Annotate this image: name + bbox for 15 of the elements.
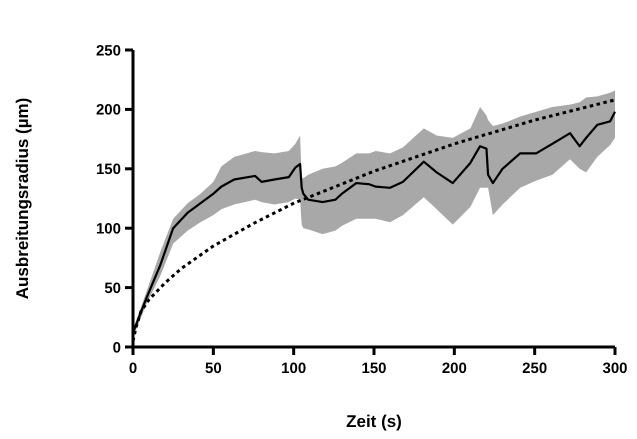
x-tick-label: 150 [361, 360, 387, 377]
y-tick-label: 100 [96, 220, 121, 238]
x-tick-label: 250 [522, 360, 548, 377]
y-tick-label: 250 [96, 42, 121, 60]
x-axis-title: Zeit (s) [346, 412, 402, 431]
y-tick-label: 50 [104, 280, 121, 297]
y-tick-label: 200 [96, 102, 121, 119]
x-tick-label: 100 [281, 360, 306, 377]
x-tick-label: 50 [204, 360, 222, 377]
x-tick-label: 300 [602, 360, 628, 377]
y-tick-label: 150 [96, 161, 121, 178]
x-tick-label: 0 [128, 360, 138, 377]
y-axis-title: Ausbreitungsradius (µm) [13, 98, 32, 300]
x-tick-label: 200 [442, 360, 467, 377]
y-tick-label: 0 [112, 339, 121, 356]
